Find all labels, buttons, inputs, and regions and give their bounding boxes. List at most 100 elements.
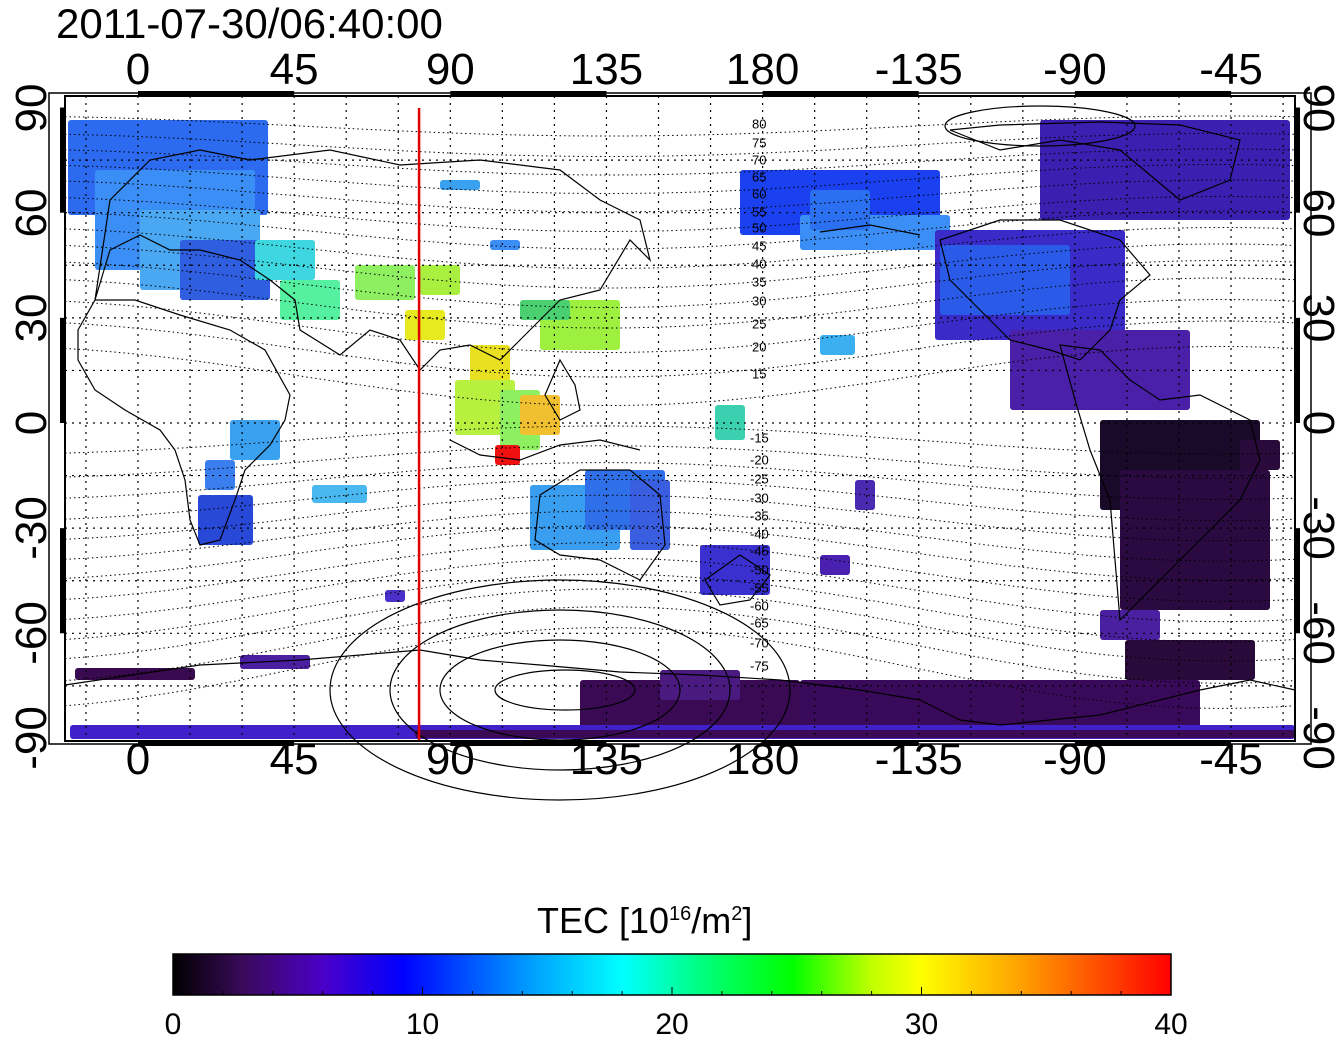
tec-patch <box>255 240 315 280</box>
magnetic-contour <box>64 542 1296 602</box>
magnetic-pole-contour <box>494 669 636 711</box>
scale-bar <box>762 741 919 746</box>
top-lon-label: 45 <box>269 45 319 94</box>
bottom-lon-label: -135 <box>874 735 963 784</box>
magnetic-contour <box>64 627 1296 709</box>
left-lat-label: 30 <box>7 293 56 343</box>
tec-patch <box>810 190 870 230</box>
tec-patch <box>1100 610 1160 640</box>
magnetic-contour <box>64 346 1296 406</box>
magnetic-lat-label: -20 <box>750 452 769 468</box>
magnetic-lat-label: 50 <box>752 220 767 236</box>
colorbar-title: TEC [1016/m2] <box>537 900 753 941</box>
magnetic-lat-label: -35 <box>750 508 769 524</box>
coastline <box>819 224 921 236</box>
tec-patch <box>700 545 770 595</box>
tec-patch <box>470 345 510 385</box>
magnetic-lat-label: -55 <box>750 580 769 596</box>
tec-patch <box>820 555 850 575</box>
left-lat-label: 60 <box>7 188 56 238</box>
bottom-lon-label: 180 <box>725 735 800 784</box>
magnetic-pole-contour <box>389 609 731 771</box>
tec-patch <box>1040 120 1290 220</box>
tec-patch <box>415 730 1295 738</box>
left-lat-label: -60 <box>7 601 56 666</box>
magnetic-contour <box>64 299 1296 353</box>
magnetic-contour <box>64 277 1296 329</box>
magnetic-lat-label: -70 <box>750 635 769 651</box>
colorbar-tick-label: 20 <box>655 1008 689 1041</box>
magnetic-lat-label: 45 <box>752 238 767 254</box>
magnetic-lat-label: 75 <box>752 135 767 151</box>
tec-patch <box>230 420 280 460</box>
right-lat-label: 0 <box>1294 410 1343 436</box>
map-frame <box>48 91 1312 746</box>
tec-patch <box>495 445 520 465</box>
magnetic-pole-contour <box>329 579 791 801</box>
magnetic-lat-label: 30 <box>752 293 767 309</box>
magnetic-lat-label: -75 <box>750 658 769 674</box>
top-lon-label: 135 <box>569 45 644 94</box>
magnetic-lat-label: 60 <box>752 186 767 202</box>
coastline <box>64 649 1296 726</box>
tec-patch <box>940 245 1070 315</box>
magnetic-contour <box>64 196 1296 232</box>
magnetic-contour <box>64 179 1296 213</box>
top-lon-label: 0 <box>125 45 151 94</box>
coastline <box>949 121 1241 201</box>
tec-patch <box>520 300 570 320</box>
magnetic-lat-label: 15 <box>752 366 767 382</box>
scale-bar <box>762 91 919 96</box>
coastline <box>939 219 1151 361</box>
magnetic-lat-label: 35 <box>752 274 767 290</box>
magnetic-contour <box>64 227 1296 269</box>
magnetic-lat-label: -15 <box>750 430 769 446</box>
magnetic-lat-label: -50 <box>750 562 769 578</box>
top-lon-label: 90 <box>425 45 475 94</box>
coastlines <box>64 121 1296 726</box>
colorbar-tick-label: 10 <box>405 1008 440 1041</box>
magnetic-contour <box>64 510 1296 562</box>
tec-patch <box>820 335 855 355</box>
magnetic-lat-label: 80 <box>752 116 767 132</box>
left-lat-label: 90 <box>7 83 56 133</box>
coastline <box>77 299 291 546</box>
coastline <box>704 554 771 606</box>
tec-patch <box>1240 440 1280 470</box>
magnetic-contour <box>64 525 1296 581</box>
tec-patch <box>280 280 340 320</box>
top-lon-label: 180 <box>725 45 800 94</box>
tec-data-layer <box>68 120 1295 739</box>
top-lon-label: -45 <box>1199 45 1263 94</box>
left-lat-label: -30 <box>7 496 56 560</box>
magnetic-contour <box>64 243 1296 289</box>
scale-bar <box>1074 741 1232 746</box>
tec-patch <box>240 655 310 669</box>
tec-patch <box>198 495 253 545</box>
magnetic-contour <box>64 320 1296 378</box>
top-lon-label: -90 <box>1043 45 1107 94</box>
map-title: 2011-07-30/06:40:00 <box>56 0 443 47</box>
magnetic-contour <box>64 260 1296 308</box>
scale-bar <box>1074 91 1232 96</box>
magnetic-lat-label: -45 <box>750 543 769 559</box>
tec-patch <box>312 485 367 503</box>
right-lat-label: 90 <box>1294 83 1343 133</box>
magnetic-lat-label: -65 <box>750 615 769 631</box>
magnetic-contour <box>64 494 1296 542</box>
scale-bar <box>60 107 65 213</box>
right-lat-label: 30 <box>1294 293 1343 343</box>
magnetic-contour <box>64 478 1296 522</box>
magnetic-lat-label: -25 <box>750 471 769 487</box>
magnetic-lat-label: 65 <box>752 169 767 185</box>
colorbar-tick-label: 30 <box>904 1008 939 1041</box>
coastline <box>544 358 581 421</box>
colorbar-tick-label: 40 <box>1154 1008 1188 1041</box>
scale-bar <box>1295 107 1300 213</box>
scale-bar <box>450 91 607 96</box>
graticule <box>65 96 1295 741</box>
right-lat-label: -30 <box>1294 496 1343 560</box>
tec-patch <box>800 680 1200 730</box>
magnetic-lat-label: -60 <box>750 598 769 614</box>
tec-patch <box>490 240 520 250</box>
